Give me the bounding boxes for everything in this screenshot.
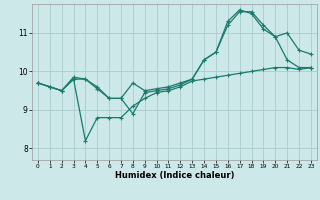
X-axis label: Humidex (Indice chaleur): Humidex (Indice chaleur) xyxy=(115,171,234,180)
